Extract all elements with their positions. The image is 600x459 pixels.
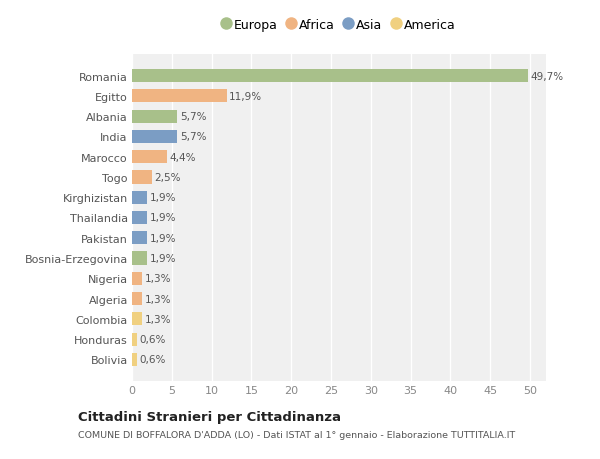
Text: 1,9%: 1,9% <box>149 193 176 203</box>
Text: 4,4%: 4,4% <box>169 152 196 162</box>
Legend: Europa, Africa, Asia, America: Europa, Africa, Asia, America <box>223 19 455 32</box>
Text: 1,3%: 1,3% <box>145 314 171 324</box>
Bar <box>132 151 167 164</box>
Bar <box>132 313 142 326</box>
Bar <box>132 212 147 224</box>
Text: 2,5%: 2,5% <box>154 173 181 183</box>
Text: 1,3%: 1,3% <box>145 274 171 284</box>
Bar <box>132 70 527 83</box>
Text: 1,9%: 1,9% <box>149 233 176 243</box>
Bar <box>132 252 147 265</box>
Bar <box>132 333 137 346</box>
Text: 11,9%: 11,9% <box>229 92 262 102</box>
Text: 0,6%: 0,6% <box>139 355 166 364</box>
Text: 1,9%: 1,9% <box>149 213 176 223</box>
Bar <box>132 272 142 285</box>
Bar <box>132 90 227 103</box>
Text: 1,3%: 1,3% <box>145 294 171 304</box>
Bar <box>132 292 142 306</box>
Bar <box>132 110 178 123</box>
Bar <box>132 171 152 184</box>
Bar <box>132 353 137 366</box>
Bar <box>132 191 147 204</box>
Bar <box>132 232 147 245</box>
Text: Cittadini Stranieri per Cittadinanza: Cittadini Stranieri per Cittadinanza <box>78 410 341 423</box>
Text: 1,9%: 1,9% <box>149 253 176 263</box>
Text: 0,6%: 0,6% <box>139 334 166 344</box>
Text: 5,7%: 5,7% <box>180 112 206 122</box>
Text: 49,7%: 49,7% <box>530 72 563 81</box>
Text: 5,7%: 5,7% <box>180 132 206 142</box>
Bar <box>132 130 178 144</box>
Text: COMUNE DI BOFFALORA D'ADDA (LO) - Dati ISTAT al 1° gennaio - Elaborazione TUTTIT: COMUNE DI BOFFALORA D'ADDA (LO) - Dati I… <box>78 430 515 439</box>
